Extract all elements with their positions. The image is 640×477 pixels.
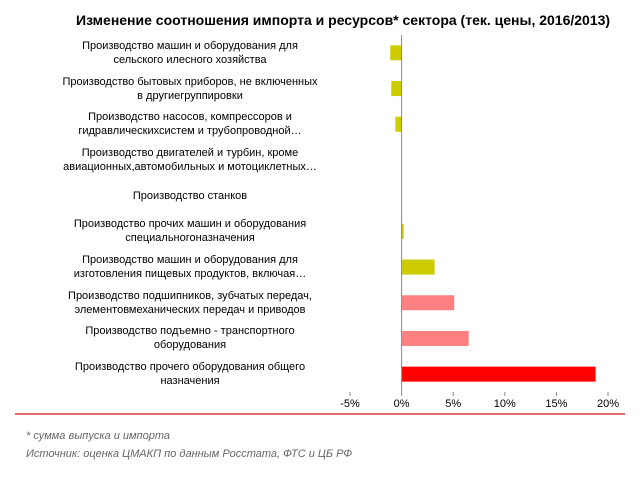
bar [401,223,404,239]
category-label: Производство станков [132,189,248,202]
x-tick-label: 20% [597,398,619,410]
footnote: * сумма выпуска и импорта [26,430,171,442]
category-label: Производство насосов, компрессоров и гид… [78,111,302,138]
bar [401,330,469,346]
category-label: Производство бытовых приборов, не включе… [62,75,318,102]
category-label: Производство двигателей и турбин, кроме … [63,146,317,173]
category-label: Производство машин и оборудования для из… [73,254,307,281]
bar [401,295,455,311]
x-tick-label: 10% [494,398,516,410]
x-tick-label: 15% [545,398,567,410]
bar [401,259,435,275]
bar [395,116,402,132]
footnote: Источник: оценка ЦМАКП по данным Росстат… [26,448,353,460]
chart-title: Изменение соотношения импорта и ресурсов… [76,12,611,28]
category-label: Производство прочего оборудования общего… [74,361,306,388]
category-label: Производство подъемно - транспортного об… [85,325,295,352]
bar [390,45,402,61]
x-tick-label: 0% [394,398,410,410]
bar [391,81,402,97]
bar [401,366,596,382]
category-label: Производство подшипников, зубчатых перед… [68,289,312,316]
category-label: Производство прочих машин и оборудования… [73,218,307,245]
x-tick-label: -5% [340,398,360,410]
x-tick-label: 5% [445,398,461,410]
category-label: Производство машин и оборудования для се… [82,39,298,66]
